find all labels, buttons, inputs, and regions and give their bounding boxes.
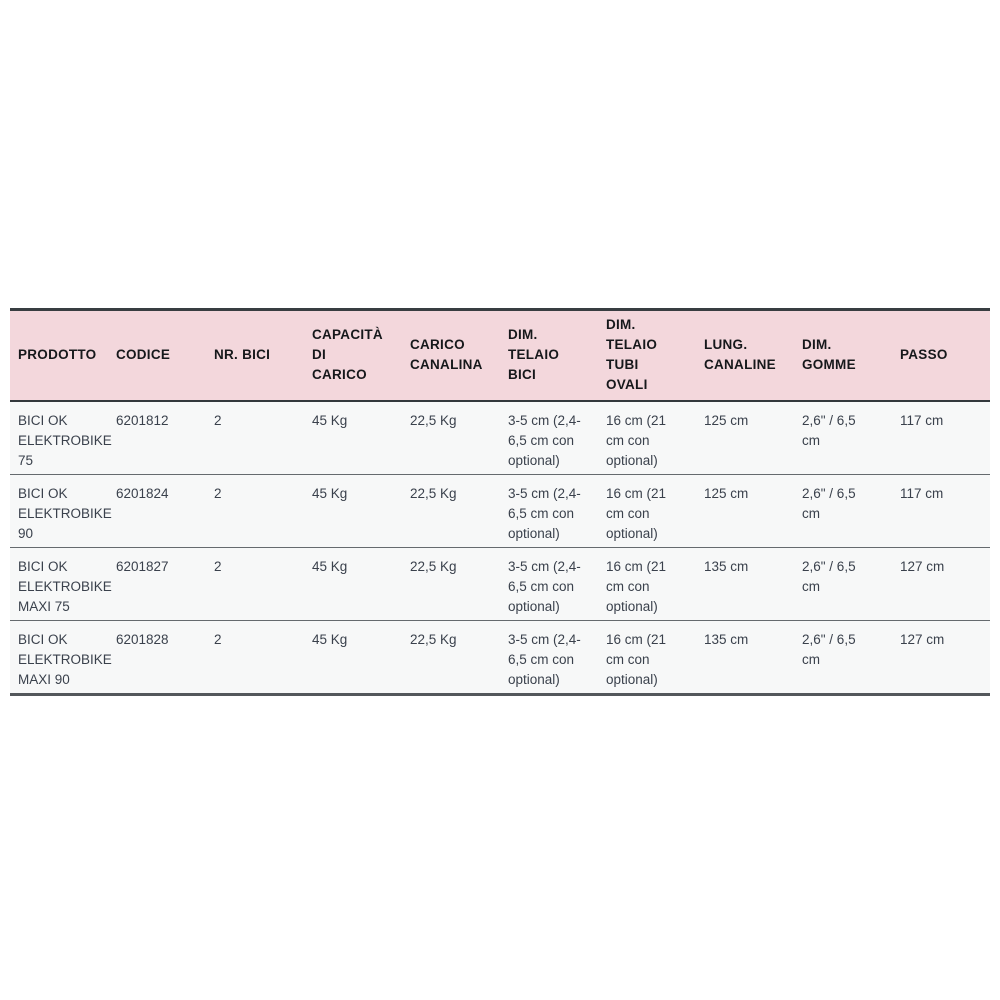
table-row: BICI OK ELEKTROBIKE MAXI 90 6201828 2 45…: [10, 620, 990, 696]
cell-passo: 117 cm: [892, 400, 990, 475]
cell-dim-telaio-bici: 3-5 cm (2,4- 6,5 cm con optional): [500, 400, 598, 475]
column-header-dim-telaio-bici: DIM. TELAIO BICI: [500, 308, 598, 402]
cell-product-name: BICI OK ELEKTROBIKE 90: [10, 474, 112, 548]
cell-nr-bici: 2: [206, 547, 304, 621]
cell-dim-telaio-bici: 3-5 cm (2,4- 6,5 cm con optional): [500, 620, 598, 696]
column-header-lung-canaline: LUNG. CANALINE: [696, 308, 794, 402]
cell-capacita: 45 Kg: [304, 547, 402, 621]
cell-code: 6201824: [108, 474, 206, 548]
column-header-passo: PASSO: [892, 308, 990, 402]
cell-dim-telaio-tubi: 16 cm (21 cm con optional): [598, 474, 696, 548]
cell-capacita: 45 Kg: [304, 400, 402, 475]
column-header-dim-gomme: DIM. GOMME: [794, 308, 892, 402]
product-spec-table: PRODOTTO CODICE NR. BICI CAPACITÀ DI CAR…: [10, 308, 990, 696]
cell-lung-canaline: 125 cm: [696, 400, 794, 475]
cell-nr-bici: 2: [206, 474, 304, 548]
cell-dim-telaio-tubi: 16 cm (21 cm con optional): [598, 400, 696, 475]
cell-capacita: 45 Kg: [304, 474, 402, 548]
cell-code: 6201827: [108, 547, 206, 621]
table-row: BICI OK ELEKTROBIKE 90 6201824 2 45 Kg 2…: [10, 474, 990, 548]
column-header-codice: CODICE: [108, 308, 206, 402]
cell-carico-canalina: 22,5 Kg: [402, 547, 500, 621]
cell-dim-telaio-bici: 3-5 cm (2,4- 6,5 cm con optional): [500, 547, 598, 621]
column-header-carico-canalina: CARICO CANALINA: [402, 308, 500, 402]
header-row: PRODOTTO CODICE NR. BICI CAPACITÀ DI CAR…: [10, 308, 990, 402]
cell-lung-canaline: 135 cm: [696, 620, 794, 696]
cell-passo: 117 cm: [892, 474, 990, 548]
cell-product-name: BICI OK ELEKTROBIKE 75: [10, 400, 112, 475]
cell-nr-bici: 2: [206, 620, 304, 696]
cell-carico-canalina: 22,5 Kg: [402, 474, 500, 548]
column-header-capacita-di-carico: CAPACITÀ DI CARICO: [304, 308, 402, 402]
cell-product-name: BICI OK ELEKTROBIKE MAXI 75: [10, 547, 112, 621]
cell-nr-bici: 2: [206, 400, 304, 475]
cell-dim-telaio-bici: 3-5 cm (2,4- 6,5 cm con optional): [500, 474, 598, 548]
table-row: BICI OK ELEKTROBIKE 75 6201812 2 45 Kg 2…: [10, 400, 990, 475]
cell-dim-telaio-tubi: 16 cm (21 cm con optional): [598, 620, 696, 696]
cell-lung-canaline: 125 cm: [696, 474, 794, 548]
table-row: BICI OK ELEKTROBIKE MAXI 75 6201827 2 45…: [10, 547, 990, 621]
cell-passo: 127 cm: [892, 547, 990, 621]
cell-lung-canaline: 135 cm: [696, 547, 794, 621]
table-header: PRODOTTO CODICE NR. BICI CAPACITÀ DI CAR…: [10, 308, 990, 402]
cell-passo: 127 cm: [892, 620, 990, 696]
cell-dim-gomme: 2,6" / 6,5 cm: [794, 474, 892, 548]
cell-capacita: 45 Kg: [304, 620, 402, 696]
cell-dim-telaio-tubi: 16 cm (21 cm con optional): [598, 547, 696, 621]
cell-carico-canalina: 22,5 Kg: [402, 620, 500, 696]
cell-dim-gomme: 2,6" / 6,5 cm: [794, 547, 892, 621]
column-header-prodotto: PRODOTTO: [10, 308, 108, 402]
cell-carico-canalina: 22,5 Kg: [402, 400, 500, 475]
cell-dim-gomme: 2,6" / 6,5 cm: [794, 620, 892, 696]
cell-dim-gomme: 2,6" / 6,5 cm: [794, 400, 892, 475]
cell-code: 6201828: [108, 620, 206, 696]
product-spec-table-container: PRODOTTO CODICE NR. BICI CAPACITÀ DI CAR…: [10, 308, 990, 696]
column-header-dim-telaio-tubi-ovali: DIM. TELAIO TUBI OVALI: [598, 308, 696, 402]
cell-code: 6201812: [108, 400, 206, 475]
table-body: BICI OK ELEKTROBIKE 75 6201812 2 45 Kg 2…: [10, 400, 990, 696]
cell-product-name: BICI OK ELEKTROBIKE MAXI 90: [10, 620, 112, 696]
column-header-nr-bici: NR. BICI: [206, 308, 304, 402]
